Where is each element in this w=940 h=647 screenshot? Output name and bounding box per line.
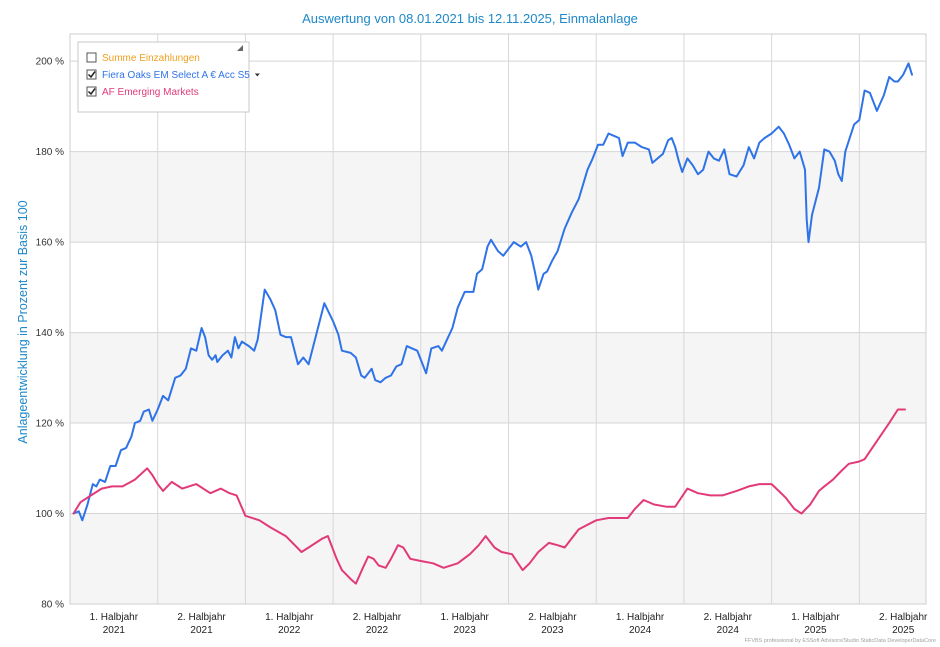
y-tick-label: 80 % bbox=[41, 600, 64, 611]
y-tick-label: 160 % bbox=[36, 238, 64, 249]
x-tick-year: 2021 bbox=[103, 625, 126, 636]
legend-box bbox=[77, 41, 250, 113]
legend: Summe Einzahlungen Fiera Oaks EM Select A… bbox=[77, 41, 260, 113]
series-layer bbox=[72, 62, 913, 585]
dropdown-arrow-icon[interactable] bbox=[254, 73, 260, 77]
plot-frame bbox=[69, 33, 927, 605]
legend-item[interactable]: AF Emerging Markets bbox=[86, 86, 199, 98]
chart-title: Auswertung von 08.01.2021 bis 12.11.2025… bbox=[302, 11, 638, 26]
x-tick-year: 2022 bbox=[278, 625, 301, 636]
x-tick-year: 2025 bbox=[892, 625, 915, 636]
x-tick-year: 2024 bbox=[717, 625, 740, 636]
legend-checkbox[interactable] bbox=[86, 52, 97, 63]
y-tick-label: 100 % bbox=[36, 509, 64, 520]
x-gridlines bbox=[157, 34, 860, 604]
legend-label: Fiera Oaks EM Select A € Acc S5 bbox=[102, 70, 250, 81]
x-tick-label: 1. Halbjahr bbox=[440, 612, 489, 623]
y-tick-label: 140 % bbox=[36, 328, 64, 339]
x-tick-label: 1. Halbjahr bbox=[265, 612, 314, 623]
alternating-bands bbox=[70, 151, 926, 604]
x-tick-label: 2. Halbjahr bbox=[879, 612, 928, 623]
legend-resize-grip-icon[interactable] bbox=[237, 45, 243, 51]
legend-label: Summe Einzahlungen bbox=[102, 53, 200, 64]
legend-item[interactable]: Summe Einzahlungen bbox=[86, 52, 200, 64]
band bbox=[70, 513, 926, 604]
x-tick-label: 2. Halbjahr bbox=[704, 612, 753, 623]
x-tick-year: 2022 bbox=[366, 625, 389, 636]
legend-item[interactable]: Fiera Oaks EM Select A € Acc S5 bbox=[86, 69, 260, 81]
legend-label: AF Emerging Markets bbox=[102, 87, 199, 98]
x-tick-label: 1. Halbjahr bbox=[791, 612, 840, 623]
x-tick-label: 2. Halbjahr bbox=[528, 612, 577, 623]
x-tick-label: 2. Halbjahr bbox=[177, 612, 226, 623]
x-tick-year: 2023 bbox=[454, 625, 477, 636]
x-tick-year: 2021 bbox=[190, 625, 213, 636]
y-tick-label: 180 % bbox=[36, 147, 64, 158]
x-tick-year: 2023 bbox=[541, 625, 564, 636]
series-line bbox=[72, 62, 913, 522]
series-line bbox=[72, 408, 906, 585]
band bbox=[70, 151, 926, 243]
checkmark-icon bbox=[87, 88, 96, 96]
y-tick-labels: 80 % 100 % 120 % 140 % 160 % 180 % 200 % bbox=[36, 57, 64, 611]
x-tick-labels: 1. Halbjahr 2021 2. Halbjahr 2021 1. Halbjah… bbox=[90, 612, 928, 636]
x-tick-label: 1. Halbjahr bbox=[90, 612, 139, 623]
x-tick-label: 1. Halbjahr bbox=[616, 612, 665, 623]
y-tick-label: 120 % bbox=[36, 419, 64, 430]
y-tick-label: 200 % bbox=[36, 57, 64, 68]
band bbox=[70, 332, 926, 424]
x-tick-label: 2. Halbjahr bbox=[353, 612, 402, 623]
x-tick-year: 2024 bbox=[629, 625, 652, 636]
checkmark-icon bbox=[87, 71, 96, 79]
x-tick-year: 2025 bbox=[804, 625, 827, 636]
legend-checkbox[interactable] bbox=[86, 86, 97, 97]
footer-credit: FFVBS professional by ESSoft Advisors/St… bbox=[745, 638, 936, 644]
y-axis-label: Anlageentwicklung in Prozent zur Basis 1… bbox=[16, 200, 30, 443]
legend-checkbox[interactable] bbox=[86, 69, 97, 80]
